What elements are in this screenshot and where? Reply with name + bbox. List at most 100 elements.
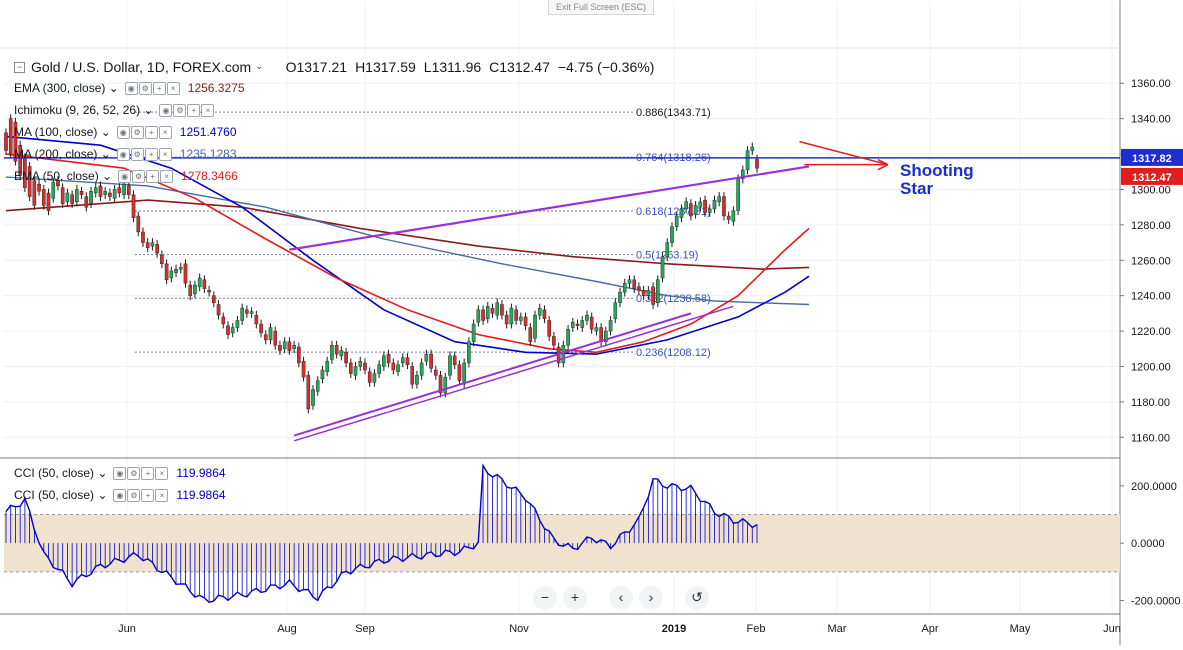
gear-icon[interactable]: ⚙ [127, 488, 141, 502]
indicator-legend-row[interactable]: MA (100, close) ⌄ ◉ ⚙ + × 1251.4760 [14, 123, 237, 141]
indicator-controls: ◉ ⚙ + × [113, 488, 169, 502]
candle [434, 365, 438, 380]
indicator-legend-row[interactable]: EMA (300, close) ⌄ ◉ ⚙ + × 1256.3275 [14, 79, 245, 97]
candle [665, 238, 670, 262]
gear-icon[interactable]: ⚙ [138, 81, 152, 95]
candle [8, 114, 13, 159]
pattern-label: Star [900, 179, 933, 198]
candle-body [665, 242, 670, 257]
candle [745, 146, 750, 175]
candle [580, 316, 585, 332]
close-icon[interactable]: × [201, 103, 215, 117]
candle-body [141, 231, 145, 243]
indicator-name[interactable]: Ichimoku (9, 26, 52, 26) ⌄ [14, 103, 154, 117]
plus-icon[interactable]: + [144, 125, 158, 139]
time-axis-label: Feb [747, 623, 766, 635]
minus-icon[interactable]: − [533, 586, 557, 610]
cci-line [5, 463, 758, 604]
close-icon[interactable]: × [158, 147, 172, 161]
ohlc-open: O1317.21 [285, 59, 348, 75]
chevron-left-icon[interactable]: ‹ [609, 586, 633, 610]
exit-fullscreen-button[interactable]: Exit Full Screen (ESC) [548, 0, 654, 15]
plus-icon[interactable]: + [152, 81, 166, 95]
ohlc-low: L1311.96 [423, 59, 482, 75]
candle [268, 323, 273, 345]
cci-legend-row[interactable]: CCI (50, close) ⌄ ◉ ⚙ + × 119.9864 [14, 486, 226, 504]
indicator-legend-row[interactable]: EMA (50, close) ⌄ ◉ ⚙ + × 1278.3466 [14, 167, 238, 185]
candle-body [263, 334, 268, 341]
eye-icon[interactable]: ◉ [118, 169, 132, 183]
gear-icon[interactable]: ⚙ [132, 169, 146, 183]
eye-icon[interactable]: ◉ [116, 147, 130, 161]
gear-icon[interactable]: ⚙ [130, 125, 144, 139]
candle-body [13, 121, 18, 162]
candle [589, 312, 594, 334]
candle-body [259, 323, 263, 334]
indicator-name[interactable]: EMA (300, close) ⌄ [14, 81, 119, 95]
candle [377, 360, 381, 378]
chevron-right-icon[interactable]: › [639, 586, 663, 610]
indicator-name[interactable]: MA (200, close) ⌄ [14, 147, 111, 161]
candle-body [637, 286, 641, 291]
candle [202, 275, 207, 294]
candle [367, 367, 372, 387]
candle [75, 185, 79, 207]
close-icon[interactable]: × [155, 488, 169, 502]
candle-body [51, 182, 56, 199]
candle [169, 266, 174, 283]
candle [306, 370, 311, 414]
candle [160, 250, 164, 269]
indicator-name[interactable]: MA (100, close) ⌄ [14, 125, 111, 139]
plus-icon[interactable]: + [141, 488, 155, 502]
eye-icon[interactable]: ◉ [113, 466, 127, 480]
close-icon[interactable]: × [160, 169, 174, 183]
candle-body [462, 362, 466, 385]
candle-body [703, 199, 707, 213]
candle [330, 340, 334, 364]
candle-body [230, 327, 235, 334]
candle [89, 186, 93, 209]
plus-icon[interactable]: + [141, 466, 155, 480]
reset-icon[interactable]: ↺ [685, 586, 709, 610]
plus-icon[interactable]: + [144, 147, 158, 161]
candle-body [481, 309, 485, 321]
candle [703, 195, 707, 217]
chevron-down-icon[interactable]: ⌄ [255, 61, 264, 72]
eye-icon[interactable]: ◉ [116, 125, 130, 139]
indicator-name[interactable]: EMA (50, close) ⌄ [14, 169, 113, 183]
gear-icon[interactable]: ⚙ [173, 103, 187, 117]
candle-body [4, 132, 8, 151]
indicator-legend-row[interactable]: Ichimoku (9, 26, 52, 26) ⌄ ◉ ⚙ + × [14, 101, 222, 119]
candle [438, 370, 443, 398]
close-icon[interactable]: × [155, 466, 169, 480]
plus-icon[interactable]: + [563, 586, 587, 610]
candle-body [193, 284, 197, 295]
candle-body [533, 314, 537, 339]
close-icon[interactable]: × [158, 125, 172, 139]
indicator-name[interactable]: CCI (50, close) ⌄ [14, 488, 108, 502]
candle-body [207, 290, 211, 293]
gear-icon[interactable]: ⚙ [130, 147, 144, 161]
indicator-name[interactable]: CCI (50, close) ⌄ [14, 466, 108, 480]
cci-legend-row[interactable]: CCI (50, close) ⌄ ◉ ⚙ + × 119.9864 [14, 464, 226, 482]
candle-body [46, 192, 51, 211]
plus-icon[interactable]: + [146, 169, 160, 183]
indicator-legend-row[interactable]: MA (200, close) ⌄ ◉ ⚙ + × 1235.1283 [14, 145, 237, 163]
candle-body [325, 360, 329, 372]
eye-icon[interactable]: ◉ [113, 488, 127, 502]
symbol-title[interactable]: Gold / U.S. Dollar, 1D, FOREX.com [31, 59, 252, 75]
candle [112, 185, 117, 203]
candle [334, 340, 339, 359]
candle-body [707, 208, 712, 213]
indicator-controls: ◉ ⚙ + × [113, 466, 169, 480]
close-icon[interactable]: × [166, 81, 180, 95]
candle [476, 305, 481, 327]
eye-icon[interactable]: ◉ [159, 103, 173, 117]
collapse-icon[interactable]: − [14, 61, 25, 73]
candle [731, 206, 736, 226]
plus-icon[interactable]: + [187, 103, 201, 117]
gear-icon[interactable]: ⚙ [127, 466, 141, 480]
eye-icon[interactable]: ◉ [124, 81, 138, 95]
